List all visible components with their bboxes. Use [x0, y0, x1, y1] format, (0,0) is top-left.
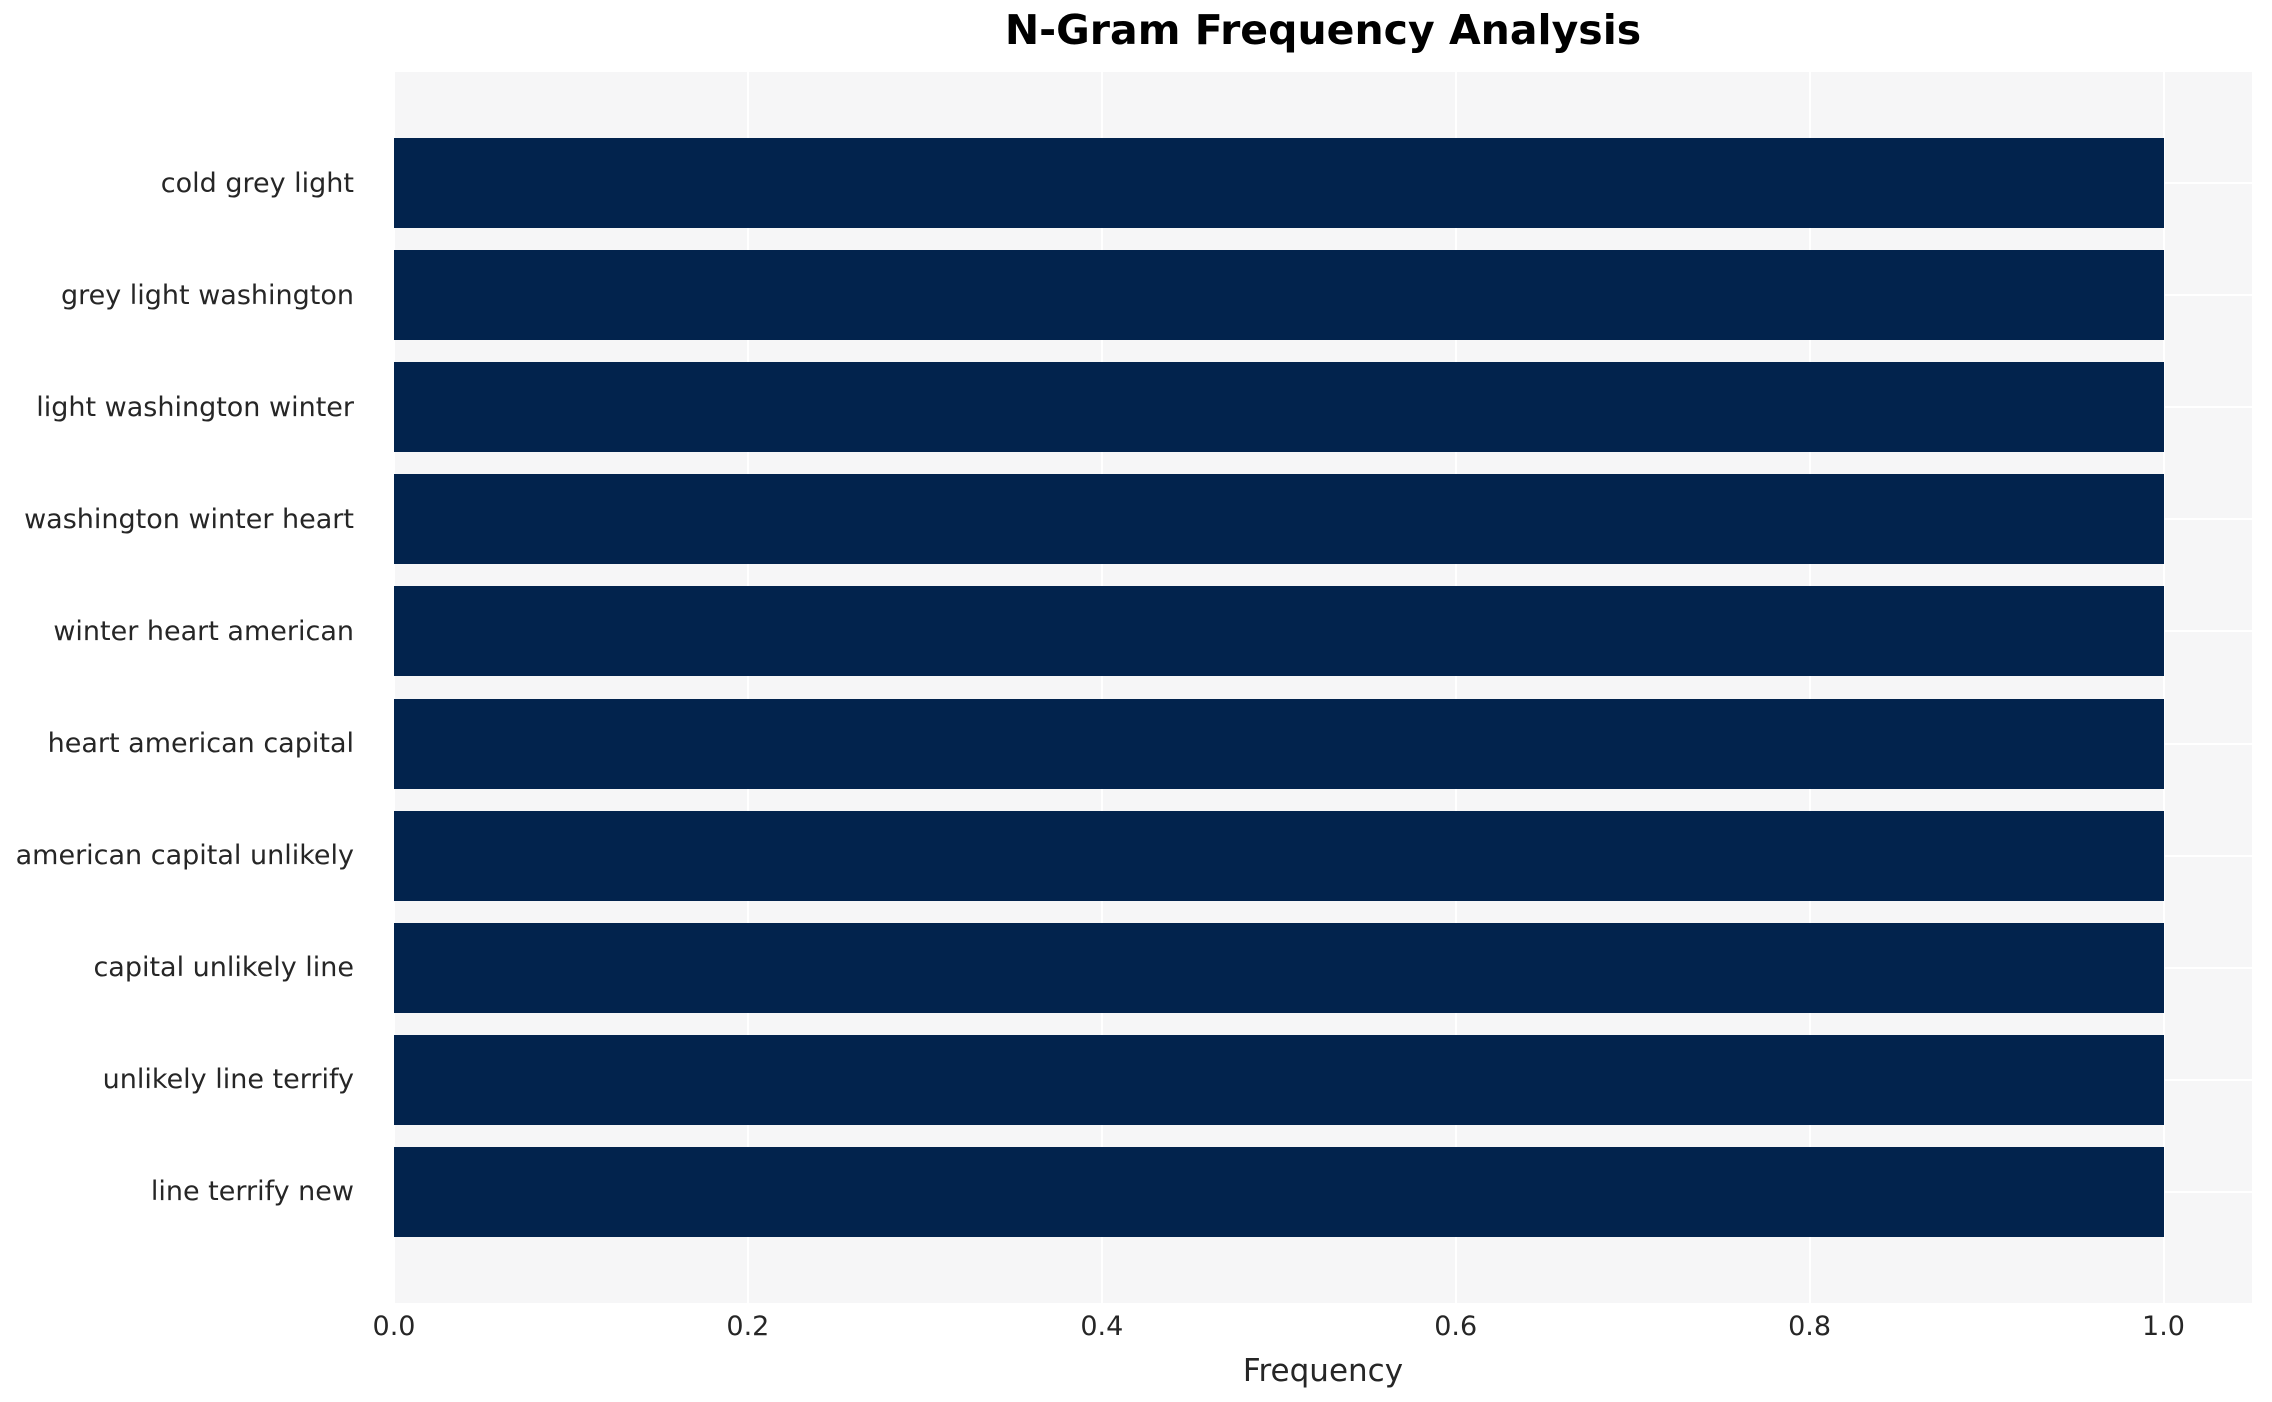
bar [394, 922, 2164, 1013]
bar-row [394, 687, 2252, 799]
bar [394, 586, 2164, 677]
y-tick-row: washington winter heart [0, 463, 374, 575]
bar-row [394, 800, 2252, 912]
gridline-vertical [746, 72, 749, 1303]
bar-row [394, 575, 2252, 687]
bar [394, 138, 2164, 229]
bar-row [394, 127, 2252, 239]
bar [394, 810, 2164, 901]
bar-row [394, 463, 2252, 575]
y-tick-label: line terrify new [150, 1176, 354, 1208]
bar-row [394, 239, 2252, 351]
y-tick-row: capital unlikely line [0, 912, 374, 1024]
y-tick-row: american capital unlikely [0, 800, 374, 912]
y-tick-label: grey light washington [60, 279, 354, 311]
y-tick-row: grey light washington [0, 239, 374, 351]
y-tick-label: unlikely line terrify [102, 1064, 354, 1096]
bar-row [394, 1024, 2252, 1136]
x-tick-label: 0.2 [726, 1311, 770, 1342]
gridline-vertical [1454, 72, 1457, 1303]
bar [394, 362, 2164, 453]
bar [394, 250, 2164, 341]
bar [394, 474, 2164, 565]
y-tick-row: winter heart american [0, 575, 374, 687]
y-tick-label: cold grey light [160, 167, 354, 199]
bar-row [394, 912, 2252, 1024]
plot-area [394, 72, 2252, 1303]
x-tick-label: 0.6 [1434, 1311, 1478, 1342]
y-tick-row: light washington winter [0, 351, 374, 463]
bar [394, 698, 2164, 789]
x-tick-label: 0.4 [1080, 1311, 1124, 1342]
y-tick-row: line terrify new [0, 1136, 374, 1248]
bar-row [394, 351, 2252, 463]
y-tick-label: american capital unlikely [15, 840, 354, 872]
y-tick-label: washington winter heart [24, 503, 354, 535]
bar [394, 1146, 2164, 1237]
bar-row [394, 1136, 2252, 1248]
gridline-vertical [1808, 72, 1811, 1303]
grid-layer [394, 72, 2252, 1303]
x-axis-ticks: 0.0 0.2 0.4 0.6 0.8 1.0 [373, 1311, 2252, 1347]
y-tick-label: capital unlikely line [93, 952, 354, 984]
x-tick-label: 1.0 [2142, 1311, 2185, 1342]
y-tick-row: unlikely line terrify [0, 1024, 374, 1136]
gridline-vertical [394, 72, 395, 1303]
y-tick-label: heart american capital [47, 728, 354, 760]
chart-title: N-Gram Frequency Analysis [1004, 6, 1642, 54]
x-tick-label: 0.0 [372, 1311, 416, 1342]
y-tick-row: heart american capital [0, 687, 374, 799]
bar [394, 1034, 2164, 1125]
gridline-vertical [1100, 72, 1103, 1303]
y-tick-row: cold grey light [0, 127, 374, 239]
x-axis-label: Frequency [1242, 1353, 1404, 1389]
y-tick-label: light washington winter [36, 391, 354, 423]
x-tick-label: 0.8 [1788, 1311, 1832, 1342]
gridline-vertical [2162, 72, 2165, 1303]
y-axis-labels: cold grey light grey light washington ligh… [0, 72, 374, 1303]
y-tick-label: winter heart american [53, 615, 354, 647]
bars-layer [394, 72, 2252, 1303]
